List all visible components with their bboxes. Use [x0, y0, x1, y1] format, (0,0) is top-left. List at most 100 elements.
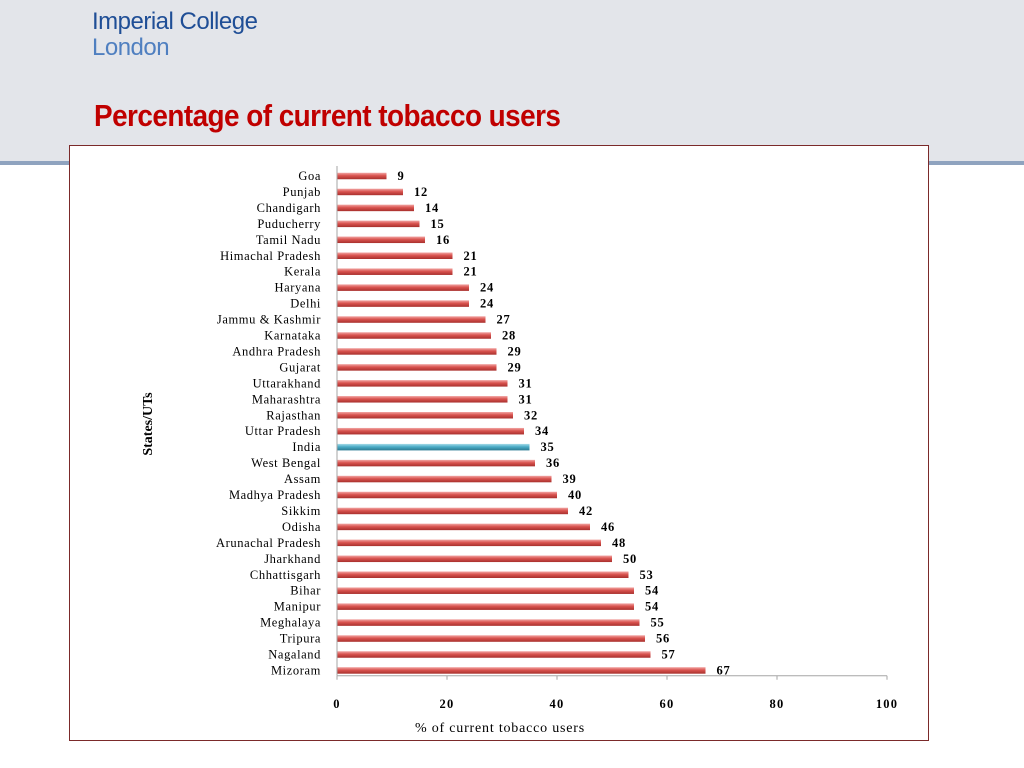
- bar-6: [337, 268, 453, 275]
- bar-21: [337, 507, 568, 515]
- y-axis-title: States/UTs: [141, 392, 156, 456]
- category-label-7: Haryana: [274, 281, 321, 295]
- value-label-5: 21: [464, 249, 478, 263]
- value-label-2: 14: [425, 201, 439, 215]
- category-label-25: Chhattisgarh: [250, 568, 321, 582]
- x-tick-label-3: 60: [660, 697, 675, 711]
- bar-28: [337, 619, 640, 626]
- bar-26: [337, 587, 634, 594]
- value-label-24: 50: [623, 552, 637, 566]
- bar-15: [337, 412, 513, 419]
- category-label-5: Himachal Pradesh: [220, 249, 321, 263]
- slide-title: Percentage of current tobacco users: [94, 98, 561, 133]
- x-tick-label-1: 20: [440, 697, 455, 711]
- logo-line-1: Imperial College: [92, 8, 258, 35]
- category-label-15: Rajasthan: [266, 408, 321, 422]
- category-label-24: Jharkhand: [264, 552, 321, 566]
- bar-9: [337, 316, 486, 323]
- bar-10: [337, 332, 491, 339]
- category-label-14: Maharashtra: [252, 392, 321, 406]
- category-label-11: Andhra Pradesh: [232, 344, 321, 358]
- bar-2: [337, 204, 414, 212]
- bar-7: [337, 284, 469, 291]
- value-label-3: 15: [431, 217, 445, 231]
- bar-0: [337, 172, 387, 180]
- value-labels: 9121415162121242427282929313132343536394…: [398, 169, 731, 677]
- value-label-20: 40: [568, 488, 582, 502]
- category-label-17: India: [292, 440, 321, 454]
- value-label-10: 28: [502, 329, 516, 343]
- x-tick-label-0: 0: [333, 697, 340, 711]
- value-label-18: 36: [546, 456, 560, 470]
- bar-16: [337, 427, 524, 435]
- category-label-29: Tripura: [280, 632, 321, 646]
- bar-23: [337, 539, 601, 547]
- category-label-8: Delhi: [290, 297, 321, 311]
- bar-29: [337, 635, 645, 642]
- category-label-27: Manipur: [274, 600, 321, 614]
- category-label-12: Gujarat: [279, 360, 321, 374]
- x-tick-label-5: 100: [876, 697, 898, 711]
- bar-30: [337, 651, 651, 658]
- bar-13: [337, 380, 508, 387]
- value-label-1: 12: [414, 185, 428, 199]
- value-label-30: 57: [662, 648, 676, 662]
- bars-layer: [337, 172, 706, 674]
- bar-18: [337, 459, 535, 467]
- category-label-22: Odisha: [282, 520, 321, 534]
- value-label-21: 42: [579, 504, 593, 518]
- value-label-13: 31: [519, 376, 533, 390]
- value-label-6: 21: [464, 265, 478, 279]
- value-label-0: 9: [398, 169, 405, 183]
- value-label-23: 48: [612, 536, 626, 550]
- imperial-college-logo: Imperial College London: [92, 8, 258, 61]
- bar-12: [337, 364, 497, 371]
- category-label-0: Goa: [298, 169, 321, 183]
- bar-20: [337, 491, 557, 499]
- value-label-19: 39: [563, 472, 577, 486]
- category-label-10: Karnataka: [264, 329, 321, 343]
- value-label-8: 24: [480, 297, 494, 311]
- category-label-28: Meghalaya: [260, 616, 321, 630]
- bar-4: [337, 236, 425, 244]
- category-labels: Goa Punjab Chandigarh Puducherry Tamil Nadu H…: [216, 169, 321, 677]
- bar-31: [337, 667, 706, 674]
- bar-14: [337, 396, 508, 403]
- category-label-26: Bihar: [290, 584, 321, 598]
- value-label-17: 35: [541, 440, 555, 454]
- x-axis-title: % of current tobacco users: [415, 721, 585, 736]
- bar-11: [337, 348, 497, 355]
- category-label-16: Uttar Pradesh: [245, 424, 321, 438]
- value-label-7: 24: [480, 281, 494, 295]
- bar-5: [337, 252, 453, 259]
- x-tick-label-4: 80: [770, 697, 785, 711]
- bar-19: [337, 475, 552, 483]
- category-label-3: Puducherry: [257, 217, 321, 231]
- category-label-9: Jammu & Kashmir: [217, 313, 321, 327]
- category-label-2: Chandigarh: [257, 201, 321, 215]
- category-label-19: Assam: [284, 472, 321, 486]
- value-label-12: 29: [508, 360, 522, 374]
- value-label-22: 46: [601, 520, 615, 534]
- category-label-20: Madhya Pradesh: [229, 488, 321, 502]
- x-axis: 0 20 40 60 80 100: [333, 166, 898, 711]
- bar-3: [337, 220, 420, 228]
- category-label-21: Sikkim: [281, 504, 321, 518]
- category-label-23: Arunachal Pradesh: [216, 536, 321, 550]
- bar-1: [337, 188, 403, 196]
- value-label-26: 54: [645, 584, 659, 598]
- bar-27: [337, 603, 634, 610]
- category-label-1: Punjab: [283, 185, 321, 199]
- header-band: [0, 0, 1024, 163]
- value-label-31: 67: [717, 663, 731, 677]
- bar-24: [337, 555, 612, 563]
- value-label-25: 53: [640, 568, 654, 582]
- category-label-30: Nagaland: [268, 648, 321, 662]
- bar-22: [337, 523, 590, 531]
- category-label-31: Mizoram: [271, 663, 321, 677]
- value-label-29: 56: [656, 632, 670, 646]
- value-label-15: 32: [524, 408, 538, 422]
- category-label-4: Tamil Nadu: [256, 233, 321, 247]
- category-label-13: Uttarakhand: [253, 376, 322, 390]
- value-label-9: 27: [497, 313, 511, 327]
